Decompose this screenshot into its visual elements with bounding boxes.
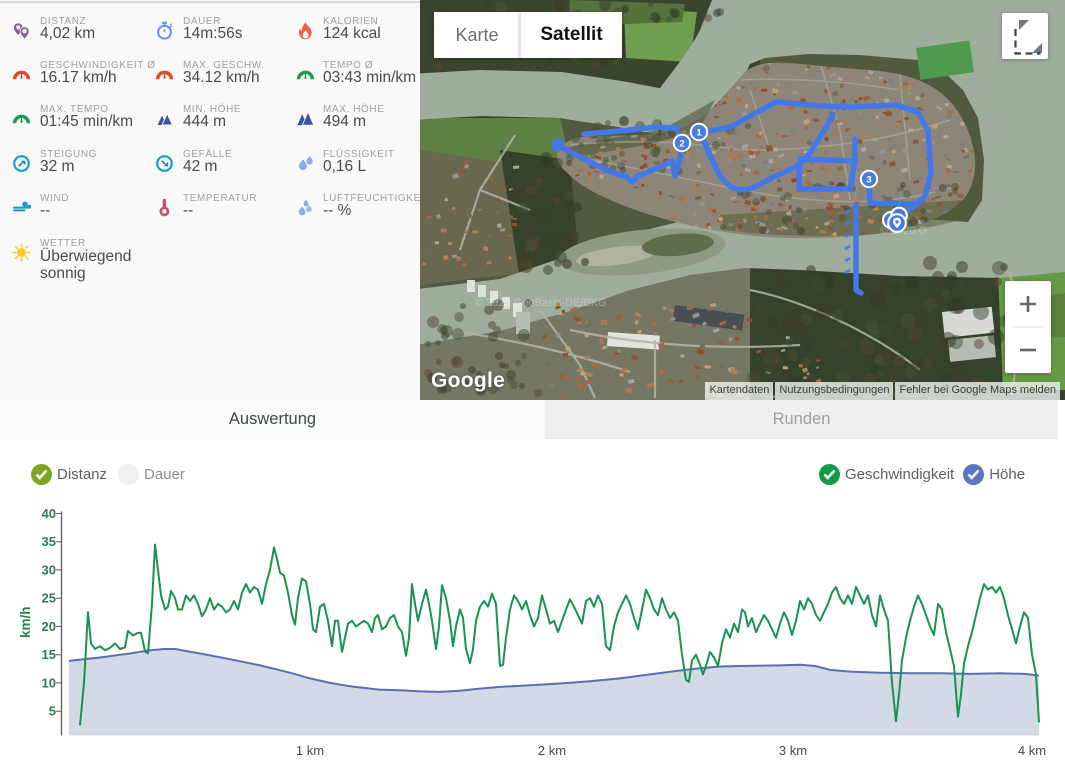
- svg-text:40: 40: [42, 506, 56, 521]
- svg-text:15: 15: [42, 647, 56, 662]
- svg-text:10: 10: [42, 675, 56, 690]
- svg-text:3: 3: [866, 175, 871, 186]
- svg-text:2 km: 2 km: [538, 743, 566, 758]
- svg-text:4 km: 4 km: [1018, 743, 1046, 758]
- svg-text:km/h: km/h: [18, 606, 33, 638]
- svg-text:35: 35: [42, 534, 56, 549]
- svg-text:2: 2: [679, 139, 684, 150]
- svg-text:30: 30: [42, 563, 56, 578]
- svg-text:3 km: 3 km: [779, 743, 807, 758]
- svg-text:25: 25: [42, 591, 56, 606]
- svg-text:20: 20: [42, 619, 56, 634]
- svg-text:1 km: 1 km: [296, 743, 324, 758]
- svg-text:1: 1: [696, 128, 702, 139]
- svg-text:© 2020 GeoBasis-DE/BKG: © 2020 GeoBasis-DE/BKG: [475, 297, 607, 309]
- svg-text:5: 5: [49, 704, 56, 719]
